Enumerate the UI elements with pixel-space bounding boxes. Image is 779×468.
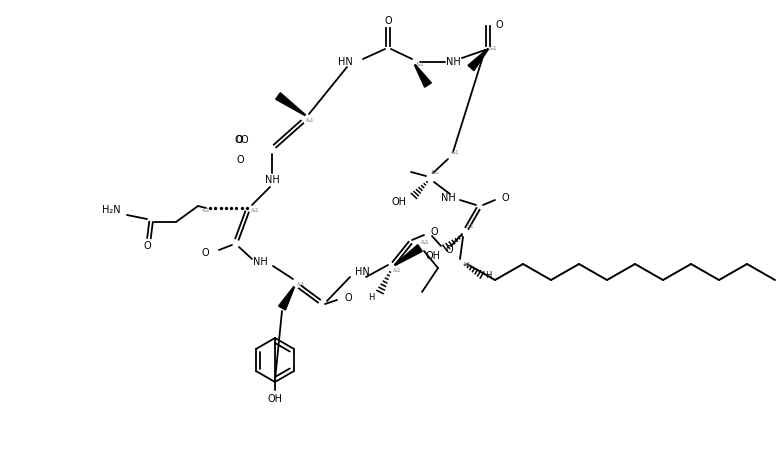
Text: OH: OH: [425, 251, 440, 261]
Text: O: O: [235, 135, 243, 145]
Text: O: O: [202, 248, 209, 258]
Text: NH: NH: [252, 257, 267, 267]
Text: &1: &1: [431, 170, 439, 176]
Text: HN: HN: [338, 57, 353, 67]
Text: O: O: [143, 241, 151, 251]
Text: O: O: [446, 245, 453, 255]
Polygon shape: [279, 287, 294, 310]
Text: &1: &1: [297, 283, 305, 287]
Text: H: H: [485, 271, 492, 279]
Text: O: O: [431, 227, 439, 237]
Polygon shape: [468, 49, 488, 71]
Text: &1: &1: [421, 241, 429, 246]
Text: &1: &1: [450, 149, 460, 154]
Text: &1: &1: [466, 225, 474, 229]
Text: O: O: [345, 293, 353, 303]
Text: NH: NH: [265, 175, 280, 185]
Text: &1: &1: [393, 269, 401, 273]
Text: O: O: [234, 135, 242, 145]
Text: &1: &1: [305, 118, 315, 124]
Polygon shape: [395, 245, 422, 265]
Text: &1: &1: [251, 209, 259, 213]
Text: O: O: [236, 155, 244, 165]
Polygon shape: [414, 65, 432, 87]
Text: O: O: [496, 20, 504, 30]
Polygon shape: [276, 93, 305, 116]
Text: O: O: [502, 193, 509, 203]
Text: &1: &1: [463, 263, 471, 268]
Text: &1: &1: [416, 61, 425, 66]
Text: O: O: [241, 135, 248, 145]
Text: OH: OH: [267, 394, 283, 404]
Text: OH: OH: [392, 197, 407, 207]
Text: &1: &1: [202, 207, 210, 212]
Text: NH: NH: [446, 57, 460, 67]
Text: H₂N: H₂N: [102, 205, 120, 215]
Text: H: H: [368, 292, 375, 301]
Text: NH: NH: [441, 193, 456, 203]
Text: O: O: [384, 16, 392, 26]
Text: HN: HN: [355, 267, 370, 277]
Text: &1: &1: [488, 45, 497, 51]
